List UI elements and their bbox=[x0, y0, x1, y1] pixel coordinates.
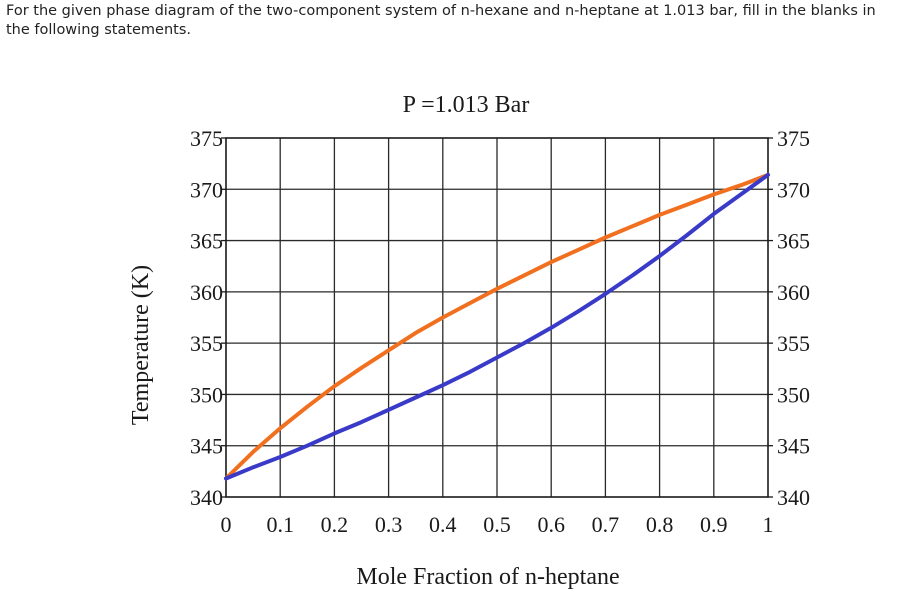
chart-title: P =1.013 Bar bbox=[403, 92, 530, 118]
y-tick-label-left: 350 bbox=[190, 382, 223, 407]
chart-ticks: 340 340 345 345 350 350 355 355 360 360 365 365 370 3… bbox=[190, 126, 810, 537]
y-tick-label-right: 360 bbox=[777, 280, 810, 305]
y-tick-label-right: 350 bbox=[777, 382, 810, 407]
dew-curve-line bbox=[224, 172, 770, 481]
x-tick-label: 0.2 bbox=[321, 512, 349, 537]
y-tick-label-right: 370 bbox=[777, 177, 810, 202]
x-tick-label: 0.3 bbox=[375, 512, 403, 537]
x-tick-label: 0 bbox=[221, 512, 232, 537]
x-tick-label: 0.6 bbox=[537, 512, 565, 537]
y-tick-label-right: 355 bbox=[777, 331, 810, 356]
x-tick-label: 0.9 bbox=[700, 512, 728, 537]
x-tick-label: 0.8 bbox=[646, 512, 674, 537]
y-tick-label-left: 340 bbox=[190, 485, 223, 510]
x-tick-label: 0.5 bbox=[483, 512, 511, 537]
y-tick-label-left: 370 bbox=[190, 177, 223, 202]
x-tick-label: 0.4 bbox=[429, 512, 457, 537]
plot-frame bbox=[225, 137, 769, 498]
y-tick-label-right: 345 bbox=[777, 434, 810, 459]
y-tick-label-right: 365 bbox=[777, 229, 810, 254]
chart-grid bbox=[225, 137, 769, 498]
y-tick-label-left: 345 bbox=[190, 434, 223, 459]
x-tick-label: 1 bbox=[763, 512, 774, 537]
y-tick-label-left: 365 bbox=[190, 229, 223, 254]
bubble-curve-line bbox=[224, 172, 770, 481]
y-axis-label: Temperature (K) bbox=[128, 265, 154, 425]
y-tick-label-right: 375 bbox=[777, 126, 810, 151]
y-tick-label-right: 340 bbox=[777, 485, 810, 510]
y-tick-label-left: 355 bbox=[190, 331, 223, 356]
question-text: For the given phase diagram of the two-c… bbox=[6, 3, 876, 38]
y-tick-label-left: 375 bbox=[190, 126, 223, 151]
x-axis-label: Mole Fraction of n-heptane bbox=[356, 564, 619, 590]
y-tick-label-left: 360 bbox=[190, 280, 223, 305]
x-tick-label: 0.1 bbox=[266, 512, 294, 537]
chart-curves bbox=[224, 172, 770, 481]
x-tick-label: 0.7 bbox=[592, 512, 620, 537]
